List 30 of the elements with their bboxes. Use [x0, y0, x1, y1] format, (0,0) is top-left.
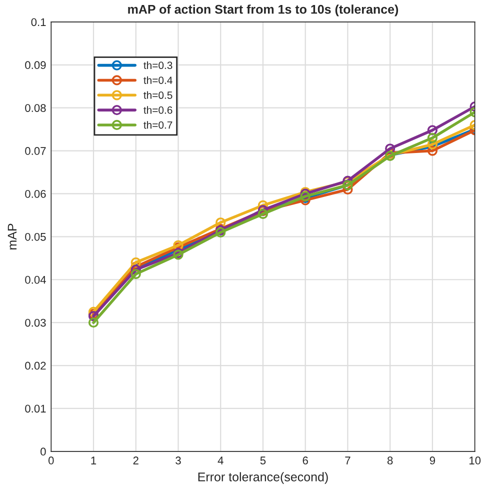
y-tick-label: 0.07 — [25, 147, 46, 155]
x-tick-label: 5 — [260, 456, 266, 464]
x-tick-label: 7 — [345, 456, 350, 464]
y-tick-label: 0.01 — [25, 404, 46, 413]
legend-label: th=0.6 — [144, 106, 172, 114]
legend-label: th=0.3 — [144, 61, 172, 70]
y-tick-label: 0.08 — [25, 104, 46, 112]
y-tick-label: 0 — [40, 448, 46, 456]
y-tick-label: 0.04 — [25, 276, 46, 284]
x-tick-label: 3 — [176, 456, 181, 464]
x-tick-label: 6 — [302, 456, 308, 464]
y-tick-label: 0.06 — [25, 190, 46, 198]
x-tick-label: 2 — [133, 456, 138, 464]
x-tick-label: 8 — [387, 456, 393, 464]
y-axis-title: mAP — [8, 224, 16, 250]
y-tick-label: 0.02 — [25, 362, 46, 370]
y-tick-label: 0.09 — [25, 61, 46, 70]
x-tick-label: 0 — [48, 456, 54, 464]
x-tick-label: 1 — [91, 456, 96, 464]
x-tick-label: 9 — [430, 456, 436, 464]
y-tick-label: 0.05 — [25, 232, 46, 241]
x-axis-title: Error tolerance(second) — [198, 472, 328, 484]
legend-label: th=0.7 — [144, 121, 172, 129]
chart-title: mAP of action Start from 1s to 10s (tolerance) — [128, 4, 398, 16]
y-tick-label: 0.03 — [25, 318, 46, 327]
y-tick-label: 0.1 — [31, 18, 46, 26]
x-tick-label: 10 — [469, 456, 481, 464]
legend-label: th=0.4 — [144, 76, 172, 84]
x-tick-label: 4 — [218, 456, 224, 464]
legend-label: th=0.5 — [144, 91, 172, 99]
